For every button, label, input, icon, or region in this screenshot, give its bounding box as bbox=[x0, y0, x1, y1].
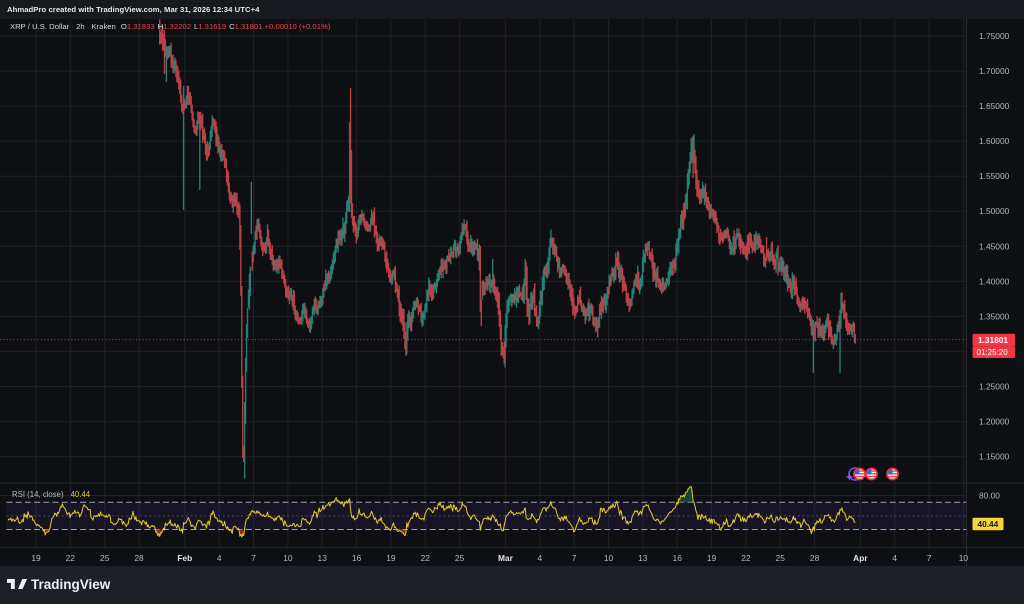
svg-text:13: 13 bbox=[318, 553, 328, 563]
svg-text:10: 10 bbox=[959, 553, 969, 563]
svg-text:1.60000: 1.60000 bbox=[979, 136, 1010, 146]
svg-text:19: 19 bbox=[31, 553, 41, 563]
svg-text:22: 22 bbox=[66, 553, 76, 563]
svg-text:40.44: 40.44 bbox=[978, 519, 999, 529]
svg-text:25: 25 bbox=[100, 553, 110, 563]
svg-text:10: 10 bbox=[283, 553, 293, 563]
svg-text:19: 19 bbox=[386, 553, 396, 563]
svg-text:1.31801: 1.31801 bbox=[978, 335, 1008, 345]
svg-text:13: 13 bbox=[638, 553, 648, 563]
svg-text:01:25:20: 01:25:20 bbox=[977, 348, 1009, 357]
svg-text:25: 25 bbox=[455, 553, 465, 563]
svg-text:1.70000: 1.70000 bbox=[979, 66, 1010, 76]
svg-text:1.20000: 1.20000 bbox=[979, 417, 1010, 427]
svg-text:Apr: Apr bbox=[853, 553, 868, 563]
svg-text:10: 10 bbox=[604, 553, 614, 563]
svg-text:7: 7 bbox=[927, 553, 932, 563]
svg-text:7: 7 bbox=[251, 553, 256, 563]
svg-text:16: 16 bbox=[352, 553, 362, 563]
svg-text:1.25000: 1.25000 bbox=[979, 382, 1010, 392]
svg-text:28: 28 bbox=[810, 553, 820, 563]
svg-text:80.00: 80.00 bbox=[979, 491, 1000, 501]
svg-text:25: 25 bbox=[776, 553, 786, 563]
svg-text:4: 4 bbox=[892, 553, 897, 563]
svg-text:19: 19 bbox=[707, 553, 717, 563]
svg-text:Feb: Feb bbox=[177, 553, 192, 563]
svg-text:Mar: Mar bbox=[498, 553, 514, 563]
svg-text:7: 7 bbox=[572, 553, 577, 563]
svg-text:16: 16 bbox=[673, 553, 683, 563]
svg-text:4: 4 bbox=[217, 553, 222, 563]
svg-text:1.45000: 1.45000 bbox=[979, 241, 1010, 251]
svg-text:22: 22 bbox=[421, 553, 431, 563]
svg-text:28: 28 bbox=[134, 553, 144, 563]
svg-text:1.40000: 1.40000 bbox=[979, 276, 1010, 286]
svg-text:1.55000: 1.55000 bbox=[979, 171, 1010, 181]
svg-text:1.65000: 1.65000 bbox=[979, 101, 1010, 111]
svg-text:4: 4 bbox=[537, 553, 542, 563]
svg-text:1.50000: 1.50000 bbox=[979, 206, 1010, 216]
svg-text:1.75000: 1.75000 bbox=[979, 31, 1010, 41]
svg-text:22: 22 bbox=[741, 553, 751, 563]
svg-text:1.15000: 1.15000 bbox=[979, 452, 1010, 462]
svg-text:1.35000: 1.35000 bbox=[979, 311, 1010, 321]
